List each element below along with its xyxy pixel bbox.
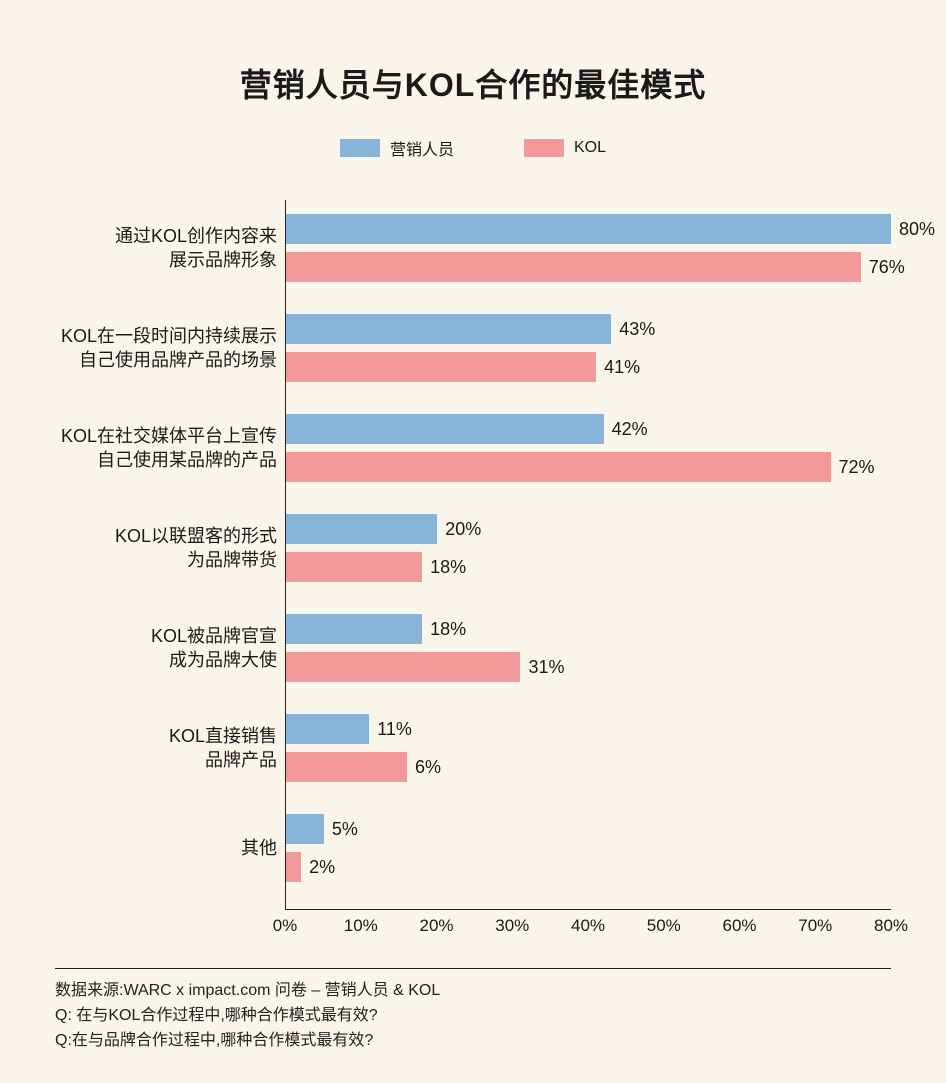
x-axis-tick: 0% — [273, 916, 298, 936]
legend-label-marketer: 营销人员 — [390, 136, 454, 160]
bar-group: 11%6% — [286, 714, 891, 782]
legend: 营销人员 KOL — [55, 136, 891, 160]
bar-value-label: 31% — [520, 652, 564, 682]
bar-group: 20%18% — [286, 514, 891, 582]
bar-marketer — [286, 314, 611, 344]
bar-row: 5% — [286, 814, 891, 844]
bar-row: 76% — [286, 252, 891, 282]
category-label: KOL直接销售品牌产品 — [169, 724, 277, 773]
footer-source: 数据来源:WARC x impact.com 问卷 – 营销人员 & KOL — [55, 979, 891, 1004]
bar-row: 2% — [286, 852, 891, 882]
bar-value-label: 20% — [437, 514, 481, 544]
x-axis-tick: 10% — [344, 916, 378, 936]
bar-group: 80%76% — [286, 214, 891, 282]
bar-row: 6% — [286, 752, 891, 782]
legend-label-kol: KOL — [574, 139, 606, 157]
bar-kol — [286, 452, 831, 482]
bar-row: 72% — [286, 452, 891, 482]
chart-title: 营销人员与KOL合作的最佳模式 — [55, 60, 891, 106]
bar-row: 43% — [286, 314, 891, 344]
bar-value-label: 80% — [891, 214, 935, 244]
category-label: KOL在社交媒体平台上宣传自己使用某品牌的产品 — [61, 424, 277, 473]
bar-value-label: 2% — [301, 852, 335, 882]
bar-row: 41% — [286, 352, 891, 382]
bar-value-label: 42% — [604, 414, 648, 444]
bar-group: 43%41% — [286, 314, 891, 382]
bar-row: 20% — [286, 514, 891, 544]
bar-kol — [286, 552, 422, 582]
bar-row: 11% — [286, 714, 891, 744]
chart-container: 营销人员与KOL合作的最佳模式 营销人员 KOL 通过KOL创作内容来展示品牌形… — [0, 0, 946, 1083]
y-axis-labels: 通过KOL创作内容来展示品牌形象 KOL在一段时间内持续展示自己使用品牌产品的场景… — [55, 200, 285, 940]
bar-value-label: 72% — [831, 452, 875, 482]
x-axis-tick: 50% — [647, 916, 681, 936]
bar-kol — [286, 852, 301, 882]
x-axis-tick: 70% — [798, 916, 832, 936]
bar-value-label: 6% — [407, 752, 441, 782]
bar-row: 18% — [286, 614, 891, 644]
bar-value-label: 18% — [422, 552, 466, 582]
chart-body: 通过KOL创作内容来展示品牌形象 KOL在一段时间内持续展示自己使用品牌产品的场景… — [55, 200, 891, 940]
legend-swatch-kol — [524, 139, 564, 157]
legend-swatch-marketer — [340, 139, 380, 157]
bar-marketer — [286, 614, 422, 644]
footer-q1: Q: 在与KOL合作过程中,哪种合作模式最有效? — [55, 1004, 891, 1029]
bar-row: 42% — [286, 414, 891, 444]
bar-value-label: 41% — [596, 352, 640, 382]
bar-kol — [286, 252, 861, 282]
bar-marketer — [286, 214, 891, 244]
bar-row: 18% — [286, 552, 891, 582]
bar-kol — [286, 352, 596, 382]
plot-area: 80%76%43%41%42%72%20%18%18%31%11%6%5%2% — [285, 200, 891, 910]
bar-marketer — [286, 814, 324, 844]
legend-item-marketer: 营销人员 — [340, 136, 454, 160]
footer-rule — [55, 968, 891, 969]
bar-value-label: 76% — [861, 252, 905, 282]
bar-row: 31% — [286, 652, 891, 682]
bar-marketer — [286, 714, 369, 744]
plot-column: 80%76%43%41%42%72%20%18%18%31%11%6%5%2% … — [285, 200, 891, 940]
category-label: KOL被品牌官宣成为品牌大使 — [151, 624, 277, 673]
category-label: 其他 — [241, 836, 277, 860]
bar-value-label: 43% — [611, 314, 655, 344]
bar-group: 42% 72% — [286, 414, 891, 482]
category-label: KOL在一段时间内持续展示自己使用品牌产品的场景 — [61, 324, 277, 373]
x-axis-tick: 40% — [571, 916, 605, 936]
bar-value-label: 11% — [369, 714, 412, 744]
x-axis-tick: 80% — [874, 916, 908, 936]
bar-marketer — [286, 414, 604, 444]
legend-item-kol: KOL — [524, 136, 606, 160]
bar-kol — [286, 652, 520, 682]
bar-value-label: 18% — [422, 614, 466, 644]
x-axis: 0%10%20%30%40%50%60%70%80% — [285, 910, 891, 940]
bar-kol — [286, 752, 407, 782]
x-axis-tick: 60% — [722, 916, 756, 936]
x-axis-tick: 20% — [419, 916, 453, 936]
category-label: KOL以联盟客的形式为品牌带货 — [115, 524, 277, 573]
category-label: 通过KOL创作内容来展示品牌形象 — [115, 224, 277, 273]
bar-value-label: 5% — [324, 814, 358, 844]
bar-group: 5%2% — [286, 814, 891, 882]
footer: 数据来源:WARC x impact.com 问卷 – 营销人员 & KOL Q… — [55, 979, 891, 1053]
bar-marketer — [286, 514, 437, 544]
bar-group: 18% 31% — [286, 614, 891, 682]
bar-row: 80% — [286, 214, 891, 244]
x-axis-tick: 30% — [495, 916, 529, 936]
